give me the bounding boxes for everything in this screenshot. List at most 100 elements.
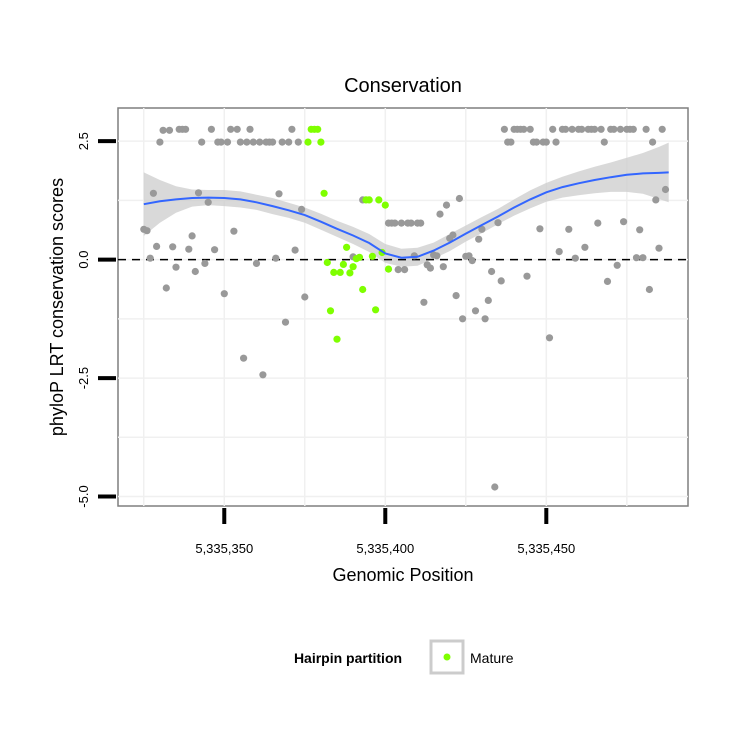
smooth-curve <box>143 171 669 259</box>
point-other <box>452 292 460 300</box>
point-mature <box>336 268 344 276</box>
point-other <box>507 138 515 146</box>
point-mature <box>346 269 354 277</box>
legend-key <box>429 639 465 675</box>
point-other <box>281 318 290 326</box>
point-mature <box>333 335 341 343</box>
point-other <box>288 125 296 133</box>
point-other <box>636 226 644 234</box>
y-tick-label: 2.5 <box>76 132 91 150</box>
x-axis: 5,335,350 5,335,400 5,335,450 <box>195 508 575 556</box>
smooth-curve-layer <box>143 171 669 259</box>
point-mature <box>326 307 335 315</box>
point-other <box>475 235 483 243</box>
point-other <box>468 257 476 265</box>
point-other <box>497 277 505 285</box>
point-other <box>182 125 190 133</box>
point-mature <box>381 201 389 209</box>
chart-title: Conservation <box>344 75 462 97</box>
point-other <box>578 125 586 133</box>
legend: Hairpin partition Mature <box>294 639 514 675</box>
point-other <box>275 190 283 198</box>
point-other <box>240 354 248 362</box>
point-other <box>613 261 621 269</box>
point-other <box>233 125 241 133</box>
point-other <box>162 284 170 292</box>
point-mature <box>320 189 328 197</box>
x-tick-label: 5,335,350 <box>195 541 253 556</box>
point-other <box>632 254 641 262</box>
y-axis-label: phyloP LRT conservation scores <box>47 178 67 436</box>
point-mature <box>317 138 325 146</box>
point-mature <box>304 138 312 146</box>
point-other <box>146 254 154 262</box>
point-other <box>252 259 261 267</box>
point-other <box>436 210 444 218</box>
point-other <box>642 125 650 133</box>
point-other <box>223 138 232 146</box>
point-other <box>581 243 589 251</box>
point-other <box>420 298 428 306</box>
point-other <box>652 196 660 204</box>
y-tick-label: -5.0 <box>76 485 91 507</box>
point-other <box>442 201 451 209</box>
point-mature <box>365 196 373 204</box>
x-tick-label: 5,335,400 <box>356 541 414 556</box>
point-other <box>568 125 576 133</box>
point-other <box>616 125 625 133</box>
point-mature <box>330 268 338 276</box>
point-other <box>159 126 167 134</box>
point-other <box>620 218 628 226</box>
point-mature <box>343 243 351 251</box>
legend-key-mature-dot <box>443 653 451 661</box>
point-other <box>536 225 544 233</box>
legend-title: Hairpin partition <box>294 650 402 666</box>
point-other <box>191 267 199 276</box>
point-other <box>629 125 637 133</box>
point-other <box>269 138 277 146</box>
point-other <box>649 138 657 146</box>
point-other <box>397 219 405 227</box>
point-other <box>153 242 161 250</box>
point-other <box>243 138 251 146</box>
y-tick-label: -2.5 <box>76 367 91 389</box>
y-axis: -5.0 -2.5 0.0 2.5 <box>76 132 116 508</box>
point-other <box>645 285 654 294</box>
point-other <box>259 371 267 379</box>
point-other <box>526 125 534 133</box>
point-other <box>520 125 528 133</box>
point-other <box>401 266 409 274</box>
point-other <box>301 293 309 301</box>
point-other <box>655 244 663 252</box>
point-other <box>488 267 496 276</box>
legend-label-mature: Mature <box>470 650 514 666</box>
point-other <box>246 125 254 133</box>
point-other <box>603 277 612 285</box>
point-mature <box>384 265 393 273</box>
x-tick-label: 5,335,450 <box>517 541 575 556</box>
y-tick-label: 0.0 <box>76 251 91 269</box>
point-other <box>298 205 306 213</box>
point-mature <box>314 125 322 133</box>
confidence-band <box>143 142 669 267</box>
point-other <box>294 138 302 146</box>
point-mature <box>355 253 364 261</box>
point-other <box>481 315 489 323</box>
point-mature <box>368 252 376 260</box>
point-other <box>459 315 467 323</box>
point-other <box>156 138 164 146</box>
point-other <box>217 138 225 146</box>
point-other <box>410 252 418 260</box>
point-mature <box>359 285 367 294</box>
point-other <box>565 225 573 233</box>
point-other <box>542 138 550 146</box>
point-other <box>491 483 499 491</box>
point-other <box>478 225 486 233</box>
point-other <box>417 219 425 227</box>
point-other <box>555 248 563 256</box>
confidence-band-layer <box>143 142 669 267</box>
point-other <box>188 232 196 240</box>
point-other <box>591 125 599 133</box>
point-other <box>236 138 244 146</box>
